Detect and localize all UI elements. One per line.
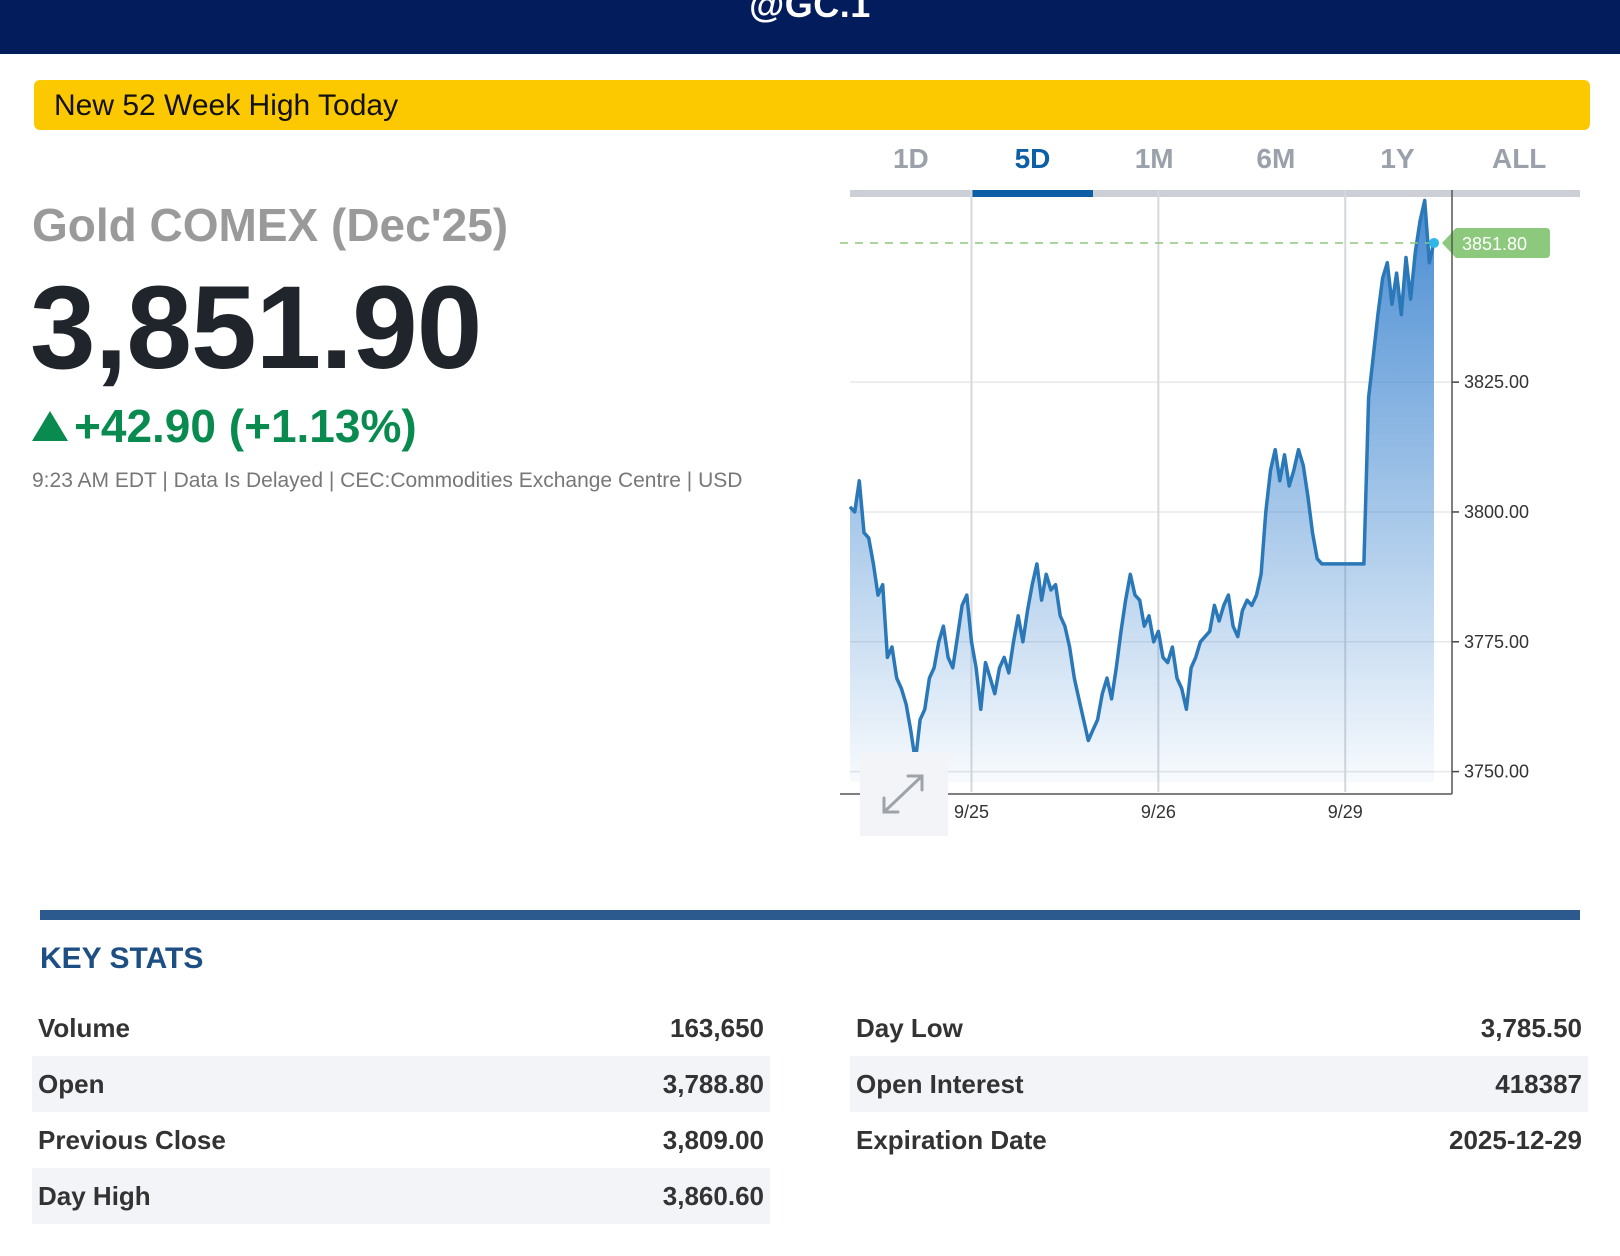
stat-row-volume: Volume 163,650 [32,1000,770,1056]
stat-label: Day Low [856,1012,963,1043]
instrument-name: Gold COMEX (Dec'25) [32,199,509,251]
last-price-tag: 3851.80 [1442,227,1550,258]
stat-label: Open Interest [856,1068,1024,1099]
quote-meta: 9:23 AM EDT | Data Is Delayed | CEC:Comm… [32,469,743,492]
tab-5d[interactable]: 5D [971,136,1094,197]
stat-row-day-high: Day High 3,860.60 [32,1168,770,1224]
tab-1m[interactable]: 1M [1134,143,1174,174]
tab-1d[interactable]: 1D [892,143,929,174]
price-change-value: +42.90 (+1.13%) [74,400,417,452]
stat-label: Expiration Date [856,1124,1047,1155]
chart-series-line [848,198,1436,763]
y-tick-label: 3750.00 [1464,762,1529,782]
price-change: +42.90 (+1.13%) [32,400,417,452]
price-chart: 3851.80 3750.00 3775.00 3800.00 3825.00 9/25… [840,190,1550,822]
x-tick-label: 9/25 [954,802,989,822]
stat-label: Day High [38,1180,151,1211]
key-stats-right: Day Low 3,785.50 Open Interest 418387 Ex… [850,1000,1588,1168]
last-price-tag-label: 3851.80 [1462,234,1527,254]
chart-area-fill [850,200,1434,782]
stat-value: 3,785.50 [1480,1012,1582,1043]
up-triangle-icon [32,411,68,441]
stat-row-open-interest: Open Interest 418387 [850,1056,1588,1112]
stat-value: 3,860.60 [662,1180,764,1211]
top-header-bar: @GC.1 [0,0,1620,54]
new-high-banner: New 52 Week High Today [34,80,1590,130]
stat-value: 3,788.80 [662,1068,764,1099]
stat-label: Previous Close [38,1124,226,1155]
x-tick-label: 9/26 [1141,802,1176,822]
stat-label: Open [38,1068,105,1099]
y-tick-label: 3825.00 [1464,372,1529,392]
stat-label: Volume [38,1012,130,1043]
key-stats-left: Volume 163,650 Open 3,788.80 Previous Cl… [32,1000,770,1224]
last-price-marker [1429,237,1439,248]
tab-1y[interactable]: 1Y [1380,143,1415,174]
stat-value: 418387 [1495,1068,1582,1099]
expand-chart-button[interactable] [860,752,948,836]
y-tick-label: 3800.00 [1464,502,1529,522]
y-tick-label: 3775.00 [1464,632,1529,652]
key-stats-title: KEY STATS [40,942,204,975]
tab-all[interactable]: ALL [1491,143,1547,174]
section-divider [40,910,1580,920]
expand-arrows-icon [882,774,924,814]
stat-row-day-low: Day Low 3,785.50 [850,1000,1588,1056]
symbol-title: @GC.1 [749,0,871,25]
stat-value: 2025-12-29 [1449,1124,1582,1155]
stat-row-expiration-date: Expiration Date 2025-12-29 [850,1112,1588,1168]
stat-row-previous-close: Previous Close 3,809.00 [32,1112,770,1168]
stat-row-open: Open 3,788.80 [32,1056,770,1112]
range-tabs: 1D 5D 1M 6M 1Y ALL [850,136,1580,197]
banner-text: New 52 Week High Today [54,89,399,122]
stat-value: 3,809.00 [662,1124,764,1155]
last-price: 3,851.90 [30,262,482,394]
tab-6m[interactable]: 6M [1256,143,1296,174]
stat-value: 163,650 [670,1012,764,1043]
x-tick-label: 9/29 [1328,802,1363,822]
